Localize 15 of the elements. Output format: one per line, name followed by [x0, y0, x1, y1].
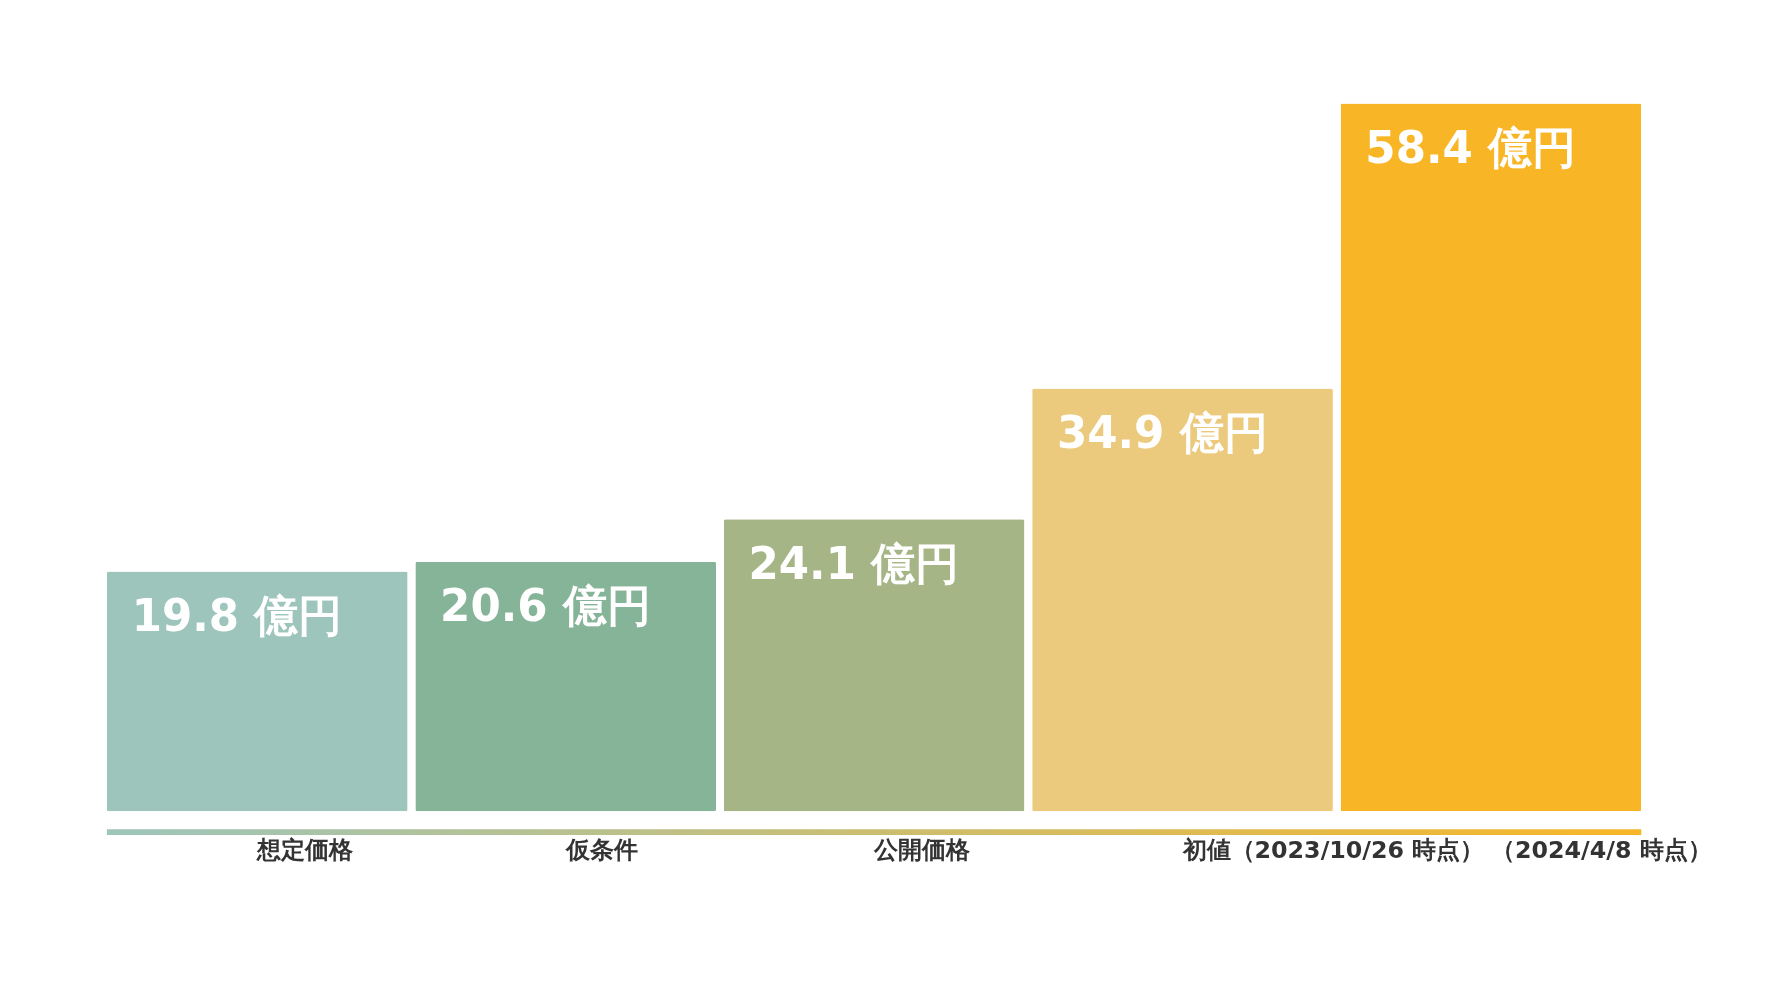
bar — [415, 561, 717, 812]
data-label: 19.8 億円 — [131, 590, 343, 641]
data-label: 34.9 億円 — [1056, 407, 1268, 458]
x-tick-label: 初値（2023/10/26 時点） — [1181, 836, 1485, 865]
bar — [1340, 103, 1642, 812]
x-tick-label: 想定価格 — [256, 836, 355, 865]
data-label: 58.4 億円 — [1365, 122, 1576, 173]
bar — [1032, 388, 1333, 812]
bar — [106, 571, 408, 812]
x-tick-label: 仮条件 — [564, 836, 638, 865]
data-label: 24.1 億円 — [748, 538, 960, 589]
x-tick-label: （2024/4/8 時点） — [1490, 836, 1712, 865]
bar — [723, 519, 1025, 812]
data-label: 20.6 億円 — [440, 581, 651, 632]
x-tick-label: 公開価格 — [873, 836, 972, 865]
